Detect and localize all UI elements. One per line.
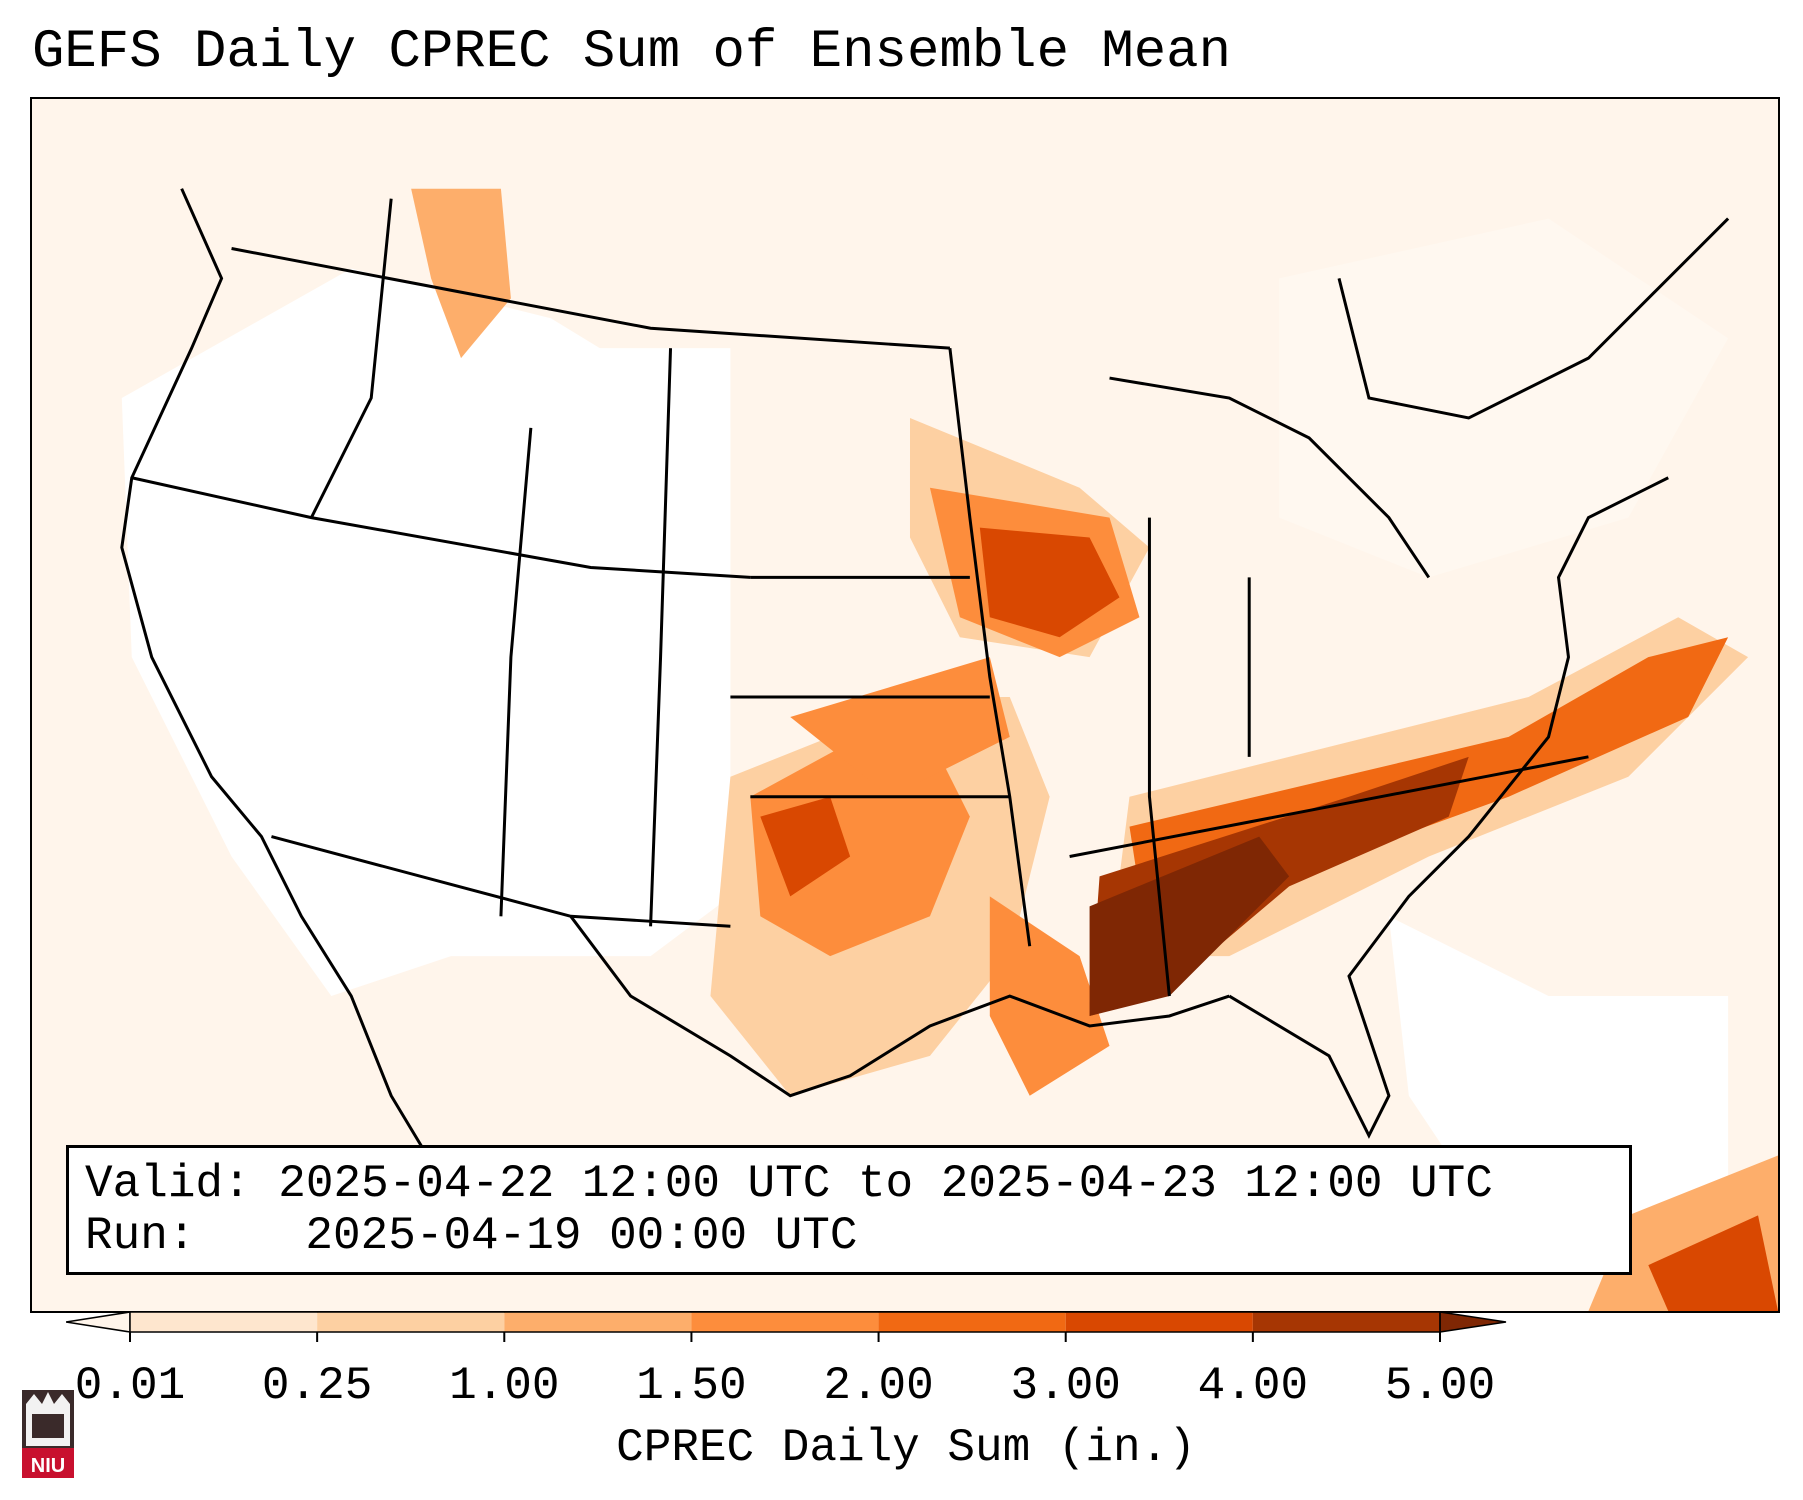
colorbar-label: CPREC Daily Sum (in.): [616, 1422, 1196, 1474]
colorbar-swatch: [504, 1312, 692, 1332]
colorbar-swatch: [317, 1312, 505, 1332]
colorbar-tick-label: 5.00: [1384, 1360, 1496, 1412]
valid-value: 2025-04-22 12:00 UTC to 2025-04-23 12:00…: [278, 1158, 1493, 1210]
colorbar-extend-max: [1439, 1311, 1507, 1333]
colorbar-swatch: [878, 1312, 1066, 1332]
colorbar-tick-label: 3.00: [1010, 1360, 1121, 1412]
run-value: 2025-04-19 00:00 UTC: [305, 1210, 858, 1262]
niu-logo: NIU: [22, 1390, 74, 1478]
colorbar-tick-label: 0.25: [261, 1360, 373, 1412]
colorbar-swatch: [1252, 1312, 1440, 1332]
map-title: GEFS Daily CPREC Sum of Ensemble Mean: [32, 22, 1231, 83]
valid-line: Valid: 2025-04-22 12:00 UTC to 2025-04-2…: [85, 1158, 1493, 1210]
map-canvas: [32, 99, 1778, 1311]
run-label: Run:: [85, 1210, 196, 1262]
boundaries: [120, 188, 1730, 1197]
run-line: Run: 2025-04-19 00:00 UTC: [85, 1210, 858, 1262]
colorbar-tick-label: 2.00: [823, 1360, 934, 1412]
colorbar-swatch: [691, 1312, 879, 1332]
colorbar-swatch: [1065, 1312, 1253, 1332]
colorbar: 0.01 0.25 1.00 1.50 2.00 3.00 4.00 5.00 CPREC D…: [66, 1300, 1746, 1500]
valid-label: Valid:: [85, 1158, 251, 1210]
colorbar-tick-label: 0.01: [74, 1360, 186, 1412]
colorbar-tick-label: 1.50: [636, 1360, 747, 1412]
colorbar-swatches: [66, 1311, 1507, 1342]
colorbar-extend-min: [66, 1311, 131, 1333]
colorbar-swatch: [130, 1312, 318, 1332]
precipitation-map: [30, 97, 1780, 1313]
colorbar-tick-label: 1.00: [449, 1360, 560, 1412]
svg-text:NIU: NIU: [31, 1455, 65, 1477]
validity-info-box: Valid: 2025-04-22 12:00 UTC to 2025-04-2…: [66, 1145, 1632, 1275]
colorbar-tick-label: 4.00: [1197, 1360, 1309, 1412]
